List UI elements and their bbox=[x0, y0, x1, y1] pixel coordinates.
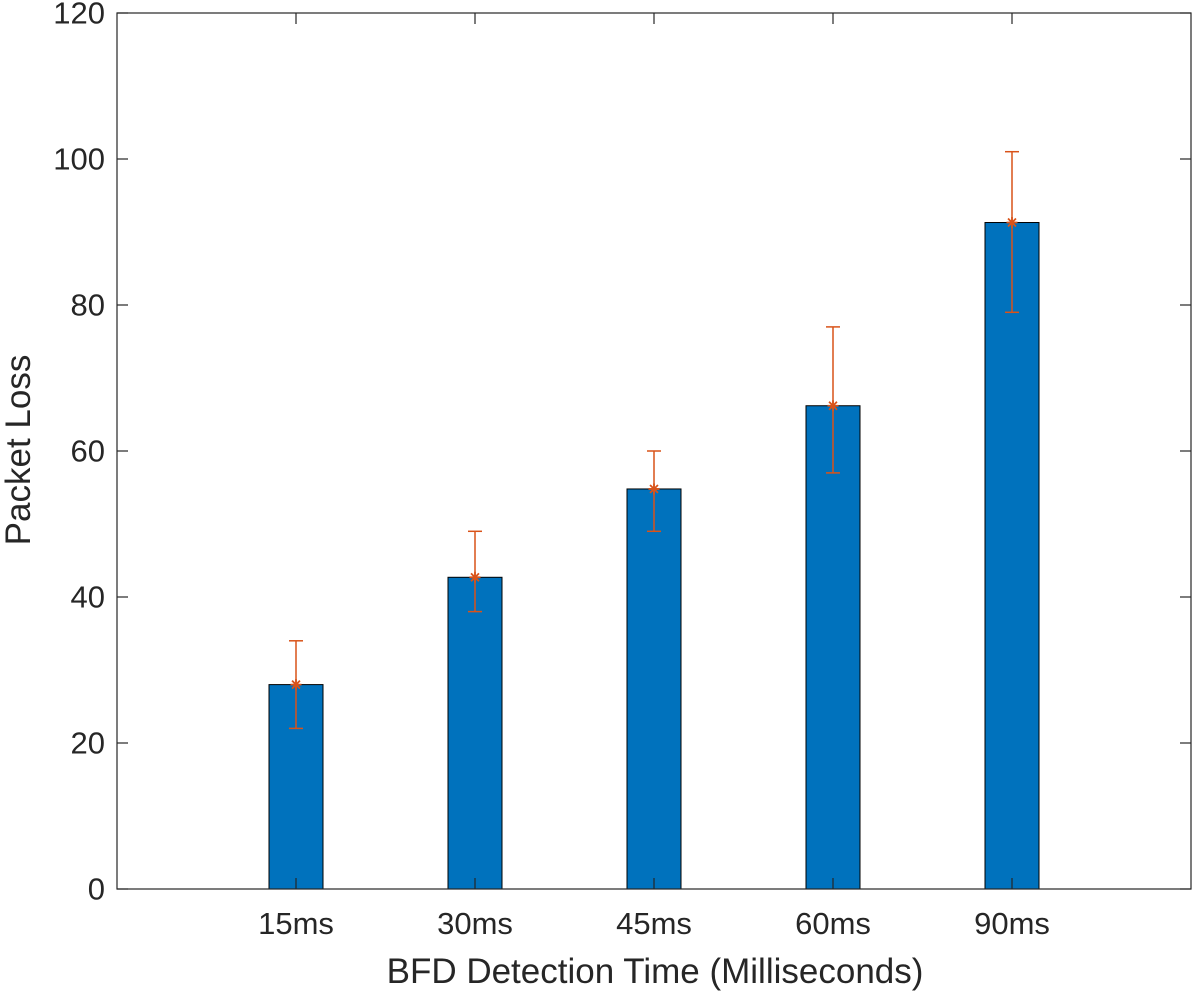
marker-30ms bbox=[469, 571, 481, 583]
y-tick-label-80: 80 bbox=[71, 288, 105, 323]
bar-90ms bbox=[984, 222, 1040, 890]
y-tick-label-60: 60 bbox=[71, 434, 105, 469]
marker-90ms bbox=[1006, 217, 1018, 229]
labels-layer: 0 20 40 60 80 100 120 15ms 30ms 45ms 60ms 90ms bbox=[53, 0, 1050, 941]
axes-layer bbox=[116, 12, 1192, 890]
x-axis-title: BFD Detection Time (Milliseconds) bbox=[387, 952, 924, 991]
y-tick-label-40: 40 bbox=[71, 580, 105, 615]
y-tick-label-20: 20 bbox=[71, 726, 105, 761]
x-tick-label-45ms: 45ms bbox=[616, 906, 692, 941]
y-tick-label-120: 120 bbox=[53, 0, 105, 31]
error-bars-layer bbox=[289, 150, 1019, 730]
y-axis-title: Packet Loss bbox=[0, 355, 38, 546]
bar-60ms bbox=[805, 405, 861, 890]
marker-60ms bbox=[827, 400, 839, 412]
bars-layer bbox=[268, 222, 1040, 890]
bar-45ms bbox=[626, 488, 682, 890]
marker-45ms bbox=[648, 483, 660, 495]
x-tick-label-30ms: 30ms bbox=[437, 906, 513, 941]
y-tick-label-100: 100 bbox=[53, 142, 105, 177]
x-tick-label-15ms: 15ms bbox=[258, 906, 334, 941]
marker-15ms bbox=[290, 679, 302, 691]
x-tick-label-60ms: 60ms bbox=[795, 906, 871, 941]
bar-30ms bbox=[447, 576, 503, 890]
x-tick-label-90ms: 90ms bbox=[974, 906, 1050, 941]
y-tick-label-0: 0 bbox=[88, 872, 105, 907]
